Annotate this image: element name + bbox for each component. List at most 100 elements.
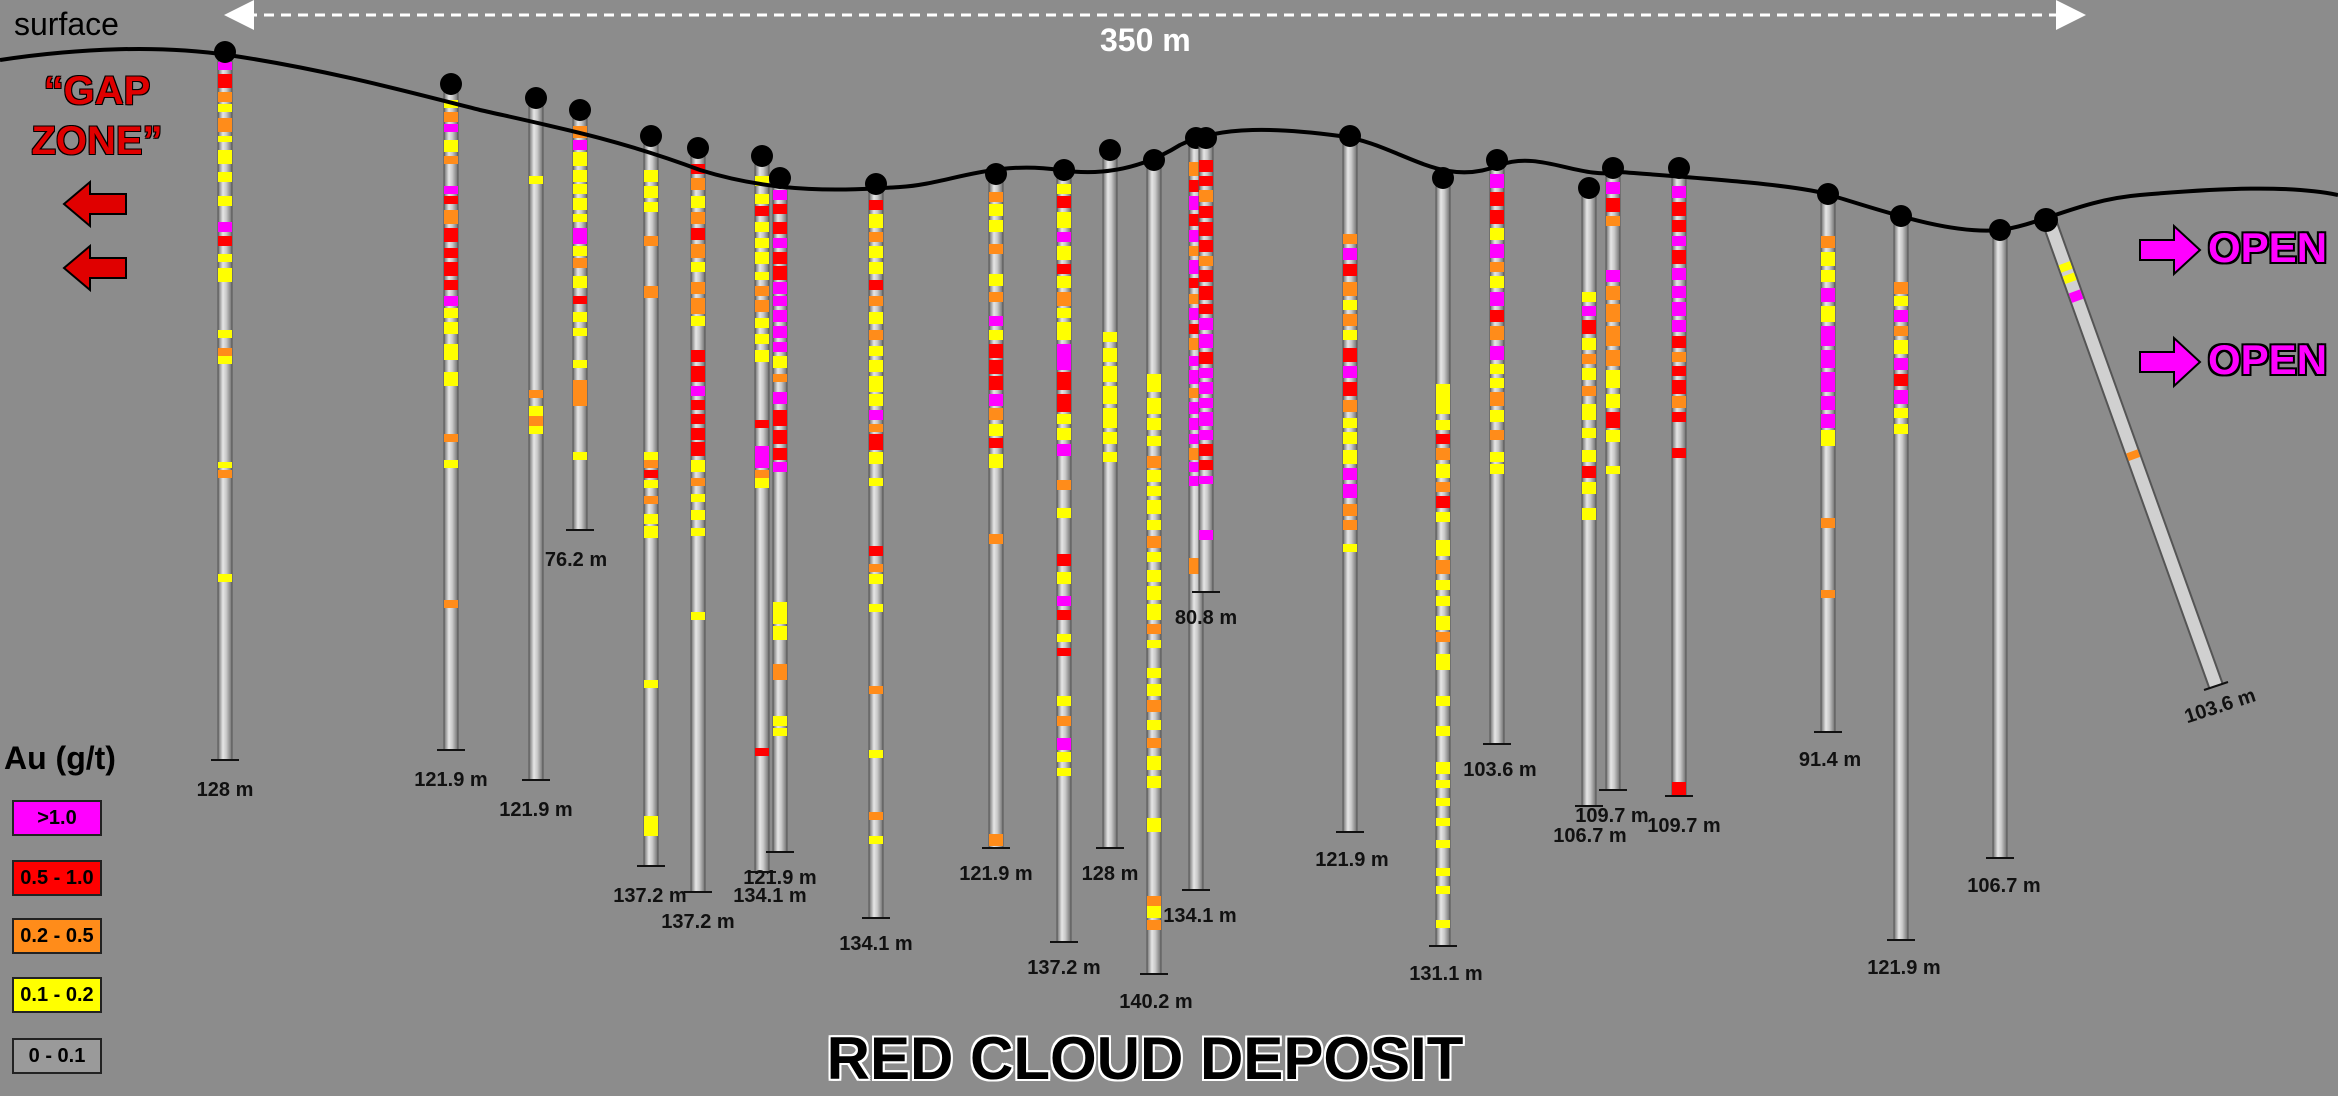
assay-interval [1606, 350, 1620, 366]
depth-label: 121.9 m [743, 867, 816, 889]
assay-interval [1821, 288, 1835, 302]
assay-interval [444, 156, 458, 164]
assay-interval [1436, 780, 1450, 788]
assay-interval [444, 262, 458, 276]
page-title: RED CLOUD DEPOSIT [826, 1025, 1464, 1092]
assay-interval [755, 334, 769, 344]
depth-label: 109.7 m [1575, 805, 1648, 827]
assay-interval [1199, 176, 1213, 186]
assay-interval [1199, 190, 1213, 202]
legend-item: >1.0 [12, 800, 102, 836]
assay-interval [1582, 338, 1596, 350]
assay-interval [691, 428, 705, 440]
depth-label: 121.9 m [1315, 849, 1388, 871]
assay-interval [1672, 380, 1686, 394]
drillhole: 106.7 m [1553, 177, 1627, 847]
gap-zone-line2: ZONE” [31, 119, 163, 163]
assay-interval [1147, 700, 1161, 712]
legend-item: 0.1 - 0.2 [12, 977, 102, 1013]
assay-interval [573, 184, 587, 194]
collar-marker [751, 145, 773, 167]
assay-interval [773, 204, 787, 214]
assay-interval [218, 330, 232, 338]
assay-interval [869, 410, 883, 420]
depth-label: 103.6 m [2182, 684, 2259, 728]
assay-interval [1199, 270, 1213, 282]
assay-interval [1199, 286, 1213, 300]
assay-interval [1490, 262, 1504, 272]
assay-interval [989, 316, 1003, 326]
assay-interval [989, 394, 1003, 406]
depth-label: 76.2 m [545, 549, 607, 571]
assay-interval [644, 496, 658, 504]
assay-interval [773, 296, 787, 306]
drillhole-core [1605, 169, 1621, 791]
assay-interval [1436, 868, 1450, 876]
assay-interval [644, 816, 658, 826]
assay-interval [444, 296, 458, 306]
assay-interval [573, 258, 587, 268]
gap-arrow-icon [62, 243, 127, 293]
assay-interval [773, 238, 787, 248]
assay-interval [444, 460, 458, 468]
assay-interval [1189, 246, 1203, 256]
assay-interval [755, 478, 769, 488]
assay-interval [1199, 476, 1213, 484]
assay-interval [1436, 654, 1450, 670]
assay-interval [644, 480, 658, 488]
assay-interval [1490, 430, 1504, 440]
assay-interval [1057, 196, 1071, 208]
drillhole-core [1992, 231, 2008, 859]
assay-interval [1436, 616, 1450, 630]
assay-interval [444, 280, 458, 290]
assay-interval [869, 280, 883, 290]
assay-interval [444, 210, 458, 224]
drillhole: 137.2 m [661, 137, 735, 933]
assay-interval [691, 510, 705, 520]
assay-interval [1582, 404, 1596, 420]
assay-interval [1672, 302, 1686, 316]
assay-interval [644, 186, 658, 198]
assay-interval [573, 328, 587, 336]
assay-interval [1490, 452, 1504, 462]
drillhole-core [443, 85, 459, 751]
assay-interval [1821, 236, 1835, 248]
assay-interval [773, 282, 787, 294]
assay-interval [869, 232, 883, 242]
collar-marker [1668, 157, 1690, 179]
assay-interval [869, 424, 883, 432]
collar-marker [687, 137, 709, 159]
open-arrow-icon [2139, 223, 2202, 277]
assay-interval [573, 360, 587, 368]
assay-interval [1057, 344, 1071, 370]
assay-interval [1057, 184, 1071, 194]
drillhole: 80.8 m [1175, 127, 1237, 629]
assay-interval [1199, 444, 1213, 456]
collar-marker [1099, 139, 1121, 161]
assay-interval [1147, 536, 1161, 548]
assay-interval [573, 152, 587, 166]
assay-interval [644, 680, 658, 688]
assay-interval [1147, 520, 1161, 530]
assay-interval [1436, 434, 1450, 444]
assay-interval [444, 228, 458, 242]
assay-interval [644, 514, 658, 524]
drillhole-core [772, 179, 788, 853]
assay-interval [573, 312, 587, 322]
assay-interval [755, 252, 769, 264]
assay-interval [1436, 540, 1450, 556]
assay-interval [1343, 382, 1357, 396]
assay-interval [1057, 596, 1071, 606]
assay-interval [691, 298, 705, 314]
assay-interval [1490, 346, 1504, 360]
drillhole-end-tick [2203, 681, 2229, 691]
depth-label: 121.9 m [959, 863, 1032, 885]
assay-interval [573, 380, 587, 396]
assay-interval [1606, 182, 1620, 194]
legend-title: Au (g/t) [4, 740, 116, 776]
assay-interval [773, 462, 787, 472]
drillhole: 91.4 m [1799, 183, 1861, 771]
assay-interval [691, 366, 705, 382]
assay-interval [1057, 554, 1071, 566]
